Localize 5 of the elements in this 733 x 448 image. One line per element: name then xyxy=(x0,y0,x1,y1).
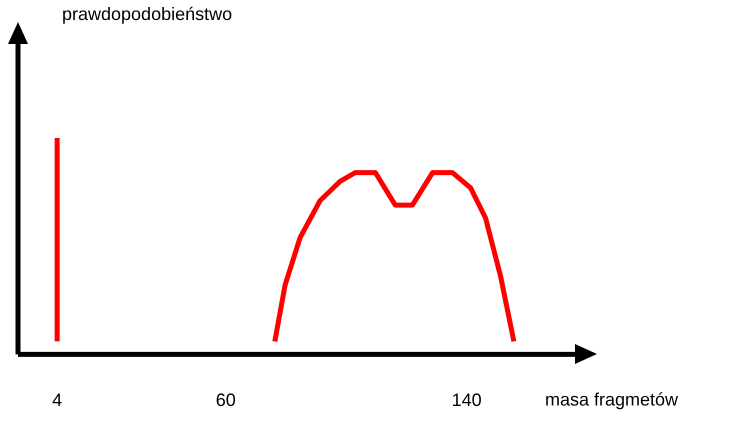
x-axis-title: masa fragmetów xyxy=(545,389,680,410)
x-tick-label: 140 xyxy=(452,390,482,410)
text: prawdopodobieństwo xyxy=(62,4,232,24)
x-tick-label: 60 xyxy=(216,390,236,410)
x-tick-label: 4 xyxy=(52,390,62,410)
